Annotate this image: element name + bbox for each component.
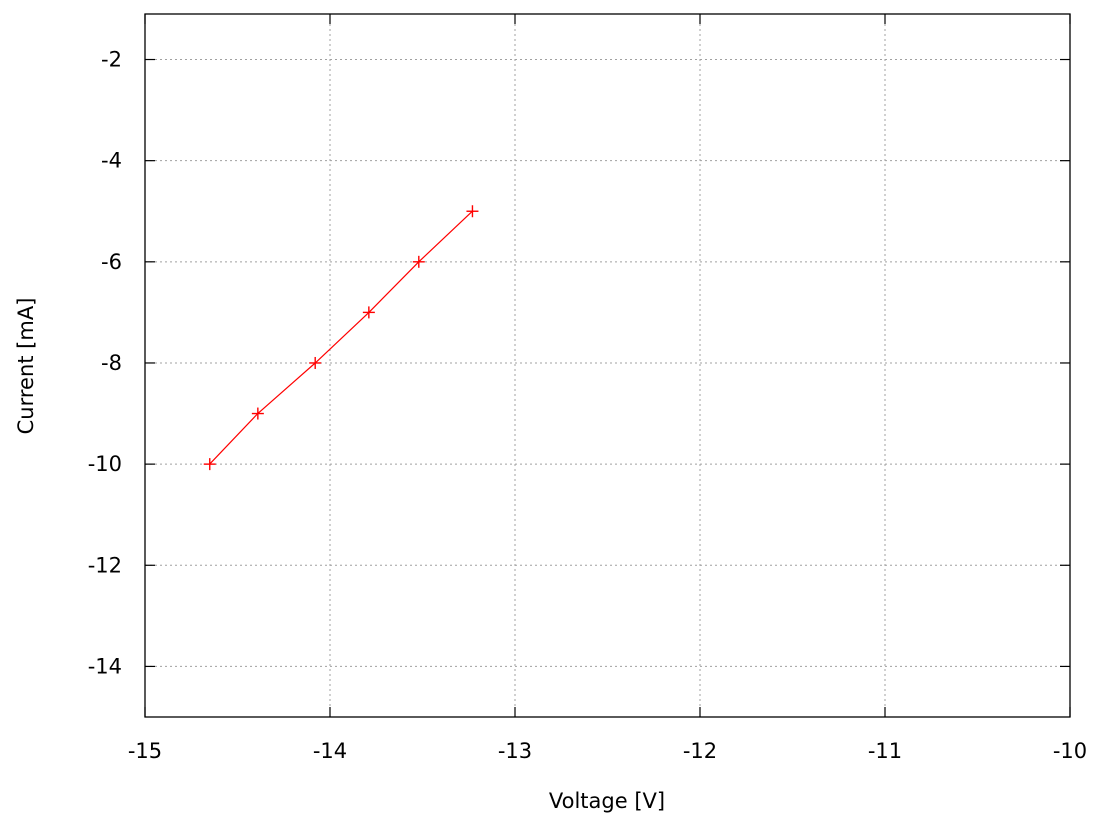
- plot-frame: [144, 13, 1071, 718]
- data-point-marker: [362, 306, 375, 319]
- data-point-marker: [466, 205, 479, 218]
- y-tick-label: -4: [101, 149, 122, 173]
- x-tick-label: -12: [683, 739, 717, 763]
- grid-lines: [145, 14, 1070, 717]
- y-tick-label: -2: [101, 48, 122, 72]
- data-point-marker: [251, 407, 264, 420]
- x-tick-label: -10: [1053, 739, 1087, 763]
- data-point-marker: [412, 255, 425, 268]
- data-series: [203, 205, 479, 471]
- y-tick-label: -8: [101, 351, 122, 375]
- y-tick-label: -10: [88, 452, 122, 476]
- x-tick-label: -15: [128, 739, 162, 763]
- y-tick-label: -12: [88, 553, 122, 577]
- data-point-marker: [203, 458, 216, 471]
- x-axis-label: Voltage [V]: [549, 789, 665, 813]
- x-tick-label: -14: [313, 739, 347, 763]
- x-tick-labels: -15 -14 -13 -12 -11 -10: [128, 739, 1087, 763]
- x-tick-label: -13: [498, 739, 532, 763]
- series-line: [209, 210, 473, 465]
- y-axis-label: Current [mA]: [14, 298, 38, 435]
- y-tick-labels: -14 -12 -10 -8 -6 -4 -2: [88, 48, 122, 679]
- data-point-marker: [309, 356, 322, 369]
- y-tick-label: -6: [101, 250, 122, 274]
- x-tick-label: -11: [868, 739, 902, 763]
- y-tick-label: -14: [88, 654, 122, 678]
